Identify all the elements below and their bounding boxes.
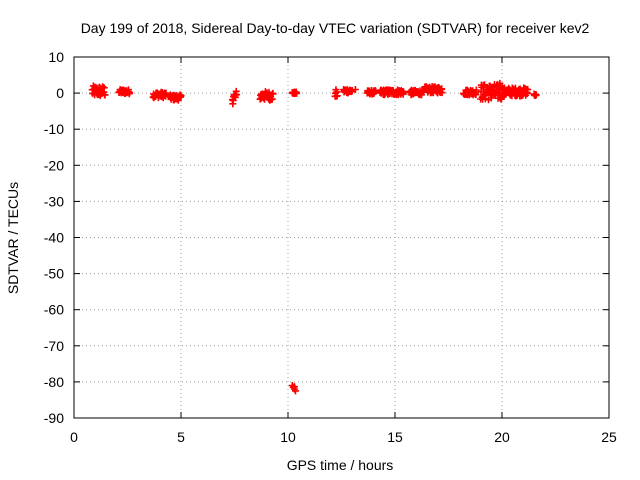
y-tick-label: -60 bbox=[44, 302, 64, 318]
data-point bbox=[126, 89, 134, 97]
x-tick-label: 5 bbox=[177, 429, 185, 445]
x-tick-label: 0 bbox=[70, 429, 78, 445]
data-point bbox=[100, 84, 108, 92]
x-tick-label: 20 bbox=[494, 429, 510, 445]
data-point bbox=[438, 89, 446, 97]
data-point bbox=[177, 92, 185, 100]
data-point bbox=[351, 85, 359, 93]
data-point bbox=[233, 91, 241, 99]
y-tick-label: -40 bbox=[44, 230, 64, 246]
data-point bbox=[400, 88, 408, 96]
y-axis-label: SDTVAR / TECUs bbox=[5, 182, 21, 294]
y-tick-label: 10 bbox=[48, 49, 64, 65]
x-tick-label: 10 bbox=[280, 429, 296, 445]
data-point bbox=[531, 91, 539, 99]
data-point bbox=[162, 89, 170, 97]
axes bbox=[73, 56, 610, 419]
y-tick-label: -10 bbox=[44, 121, 64, 137]
y-tick-label: -70 bbox=[44, 338, 64, 354]
y-tick-label: -30 bbox=[44, 193, 64, 209]
data-point bbox=[268, 95, 276, 103]
data-point bbox=[481, 81, 489, 89]
y-tick-label: 0 bbox=[56, 85, 64, 101]
x-tick-label: 25 bbox=[601, 429, 617, 445]
data-point bbox=[293, 89, 301, 97]
y-tick-label: -90 bbox=[44, 410, 64, 426]
tick-labels: 0 5 10 15 20 25 10 0 -10 -20 -30 -40 -50 -60 -70 -80 -90 bbox=[44, 49, 617, 445]
data-point bbox=[472, 86, 480, 94]
data-point bbox=[496, 79, 504, 87]
data-point bbox=[269, 90, 277, 98]
grid bbox=[74, 57, 609, 418]
y-tick-label: -50 bbox=[44, 266, 64, 282]
x-tick-label: 15 bbox=[387, 429, 403, 445]
y-tick-label: -80 bbox=[44, 374, 64, 390]
data-point bbox=[290, 383, 298, 391]
data-point bbox=[348, 87, 356, 95]
y-tick-label: -20 bbox=[44, 157, 64, 173]
x-axis-label: GPS time / hours bbox=[287, 457, 394, 473]
data-points bbox=[88, 79, 540, 395]
chart-title: Day 199 of 2018, Sidereal Day-to-day VTE… bbox=[81, 20, 590, 36]
data-point bbox=[333, 92, 341, 100]
data-point bbox=[291, 387, 299, 395]
data-point bbox=[101, 91, 109, 99]
data-point bbox=[524, 85, 532, 93]
